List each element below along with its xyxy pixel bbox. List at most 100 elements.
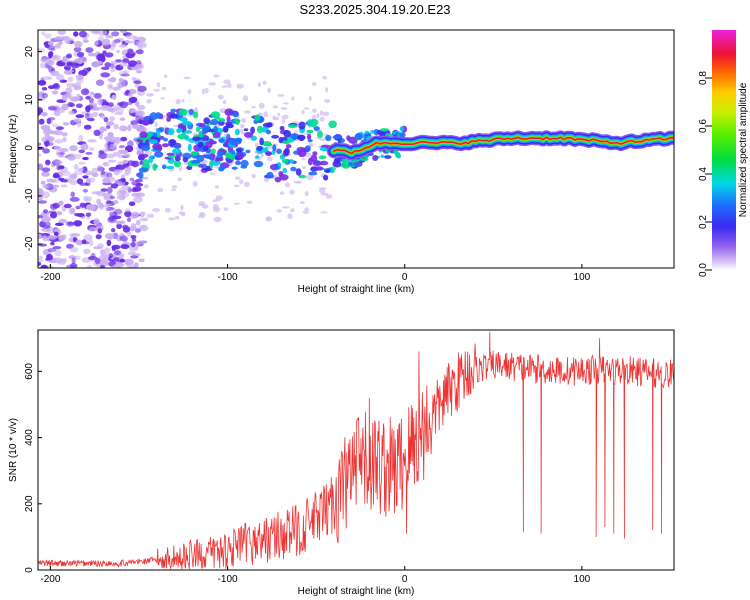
noise-blob	[130, 188, 139, 193]
noise-blob	[135, 49, 144, 55]
spectrogram-xlabel: Height of straight line (km)	[298, 284, 415, 295]
signal-blob	[143, 116, 150, 121]
noise-blob	[135, 178, 143, 183]
noise-blob	[105, 200, 112, 204]
noise-blob	[85, 113, 90, 120]
noise-blob	[58, 234, 66, 241]
signal-blob	[240, 159, 249, 168]
noise-blob	[127, 140, 134, 148]
noise-blob	[141, 42, 147, 48]
signal-blob	[284, 147, 290, 156]
noise-blob	[111, 31, 120, 37]
noise-blob	[131, 77, 137, 82]
noise-blob	[41, 76, 51, 81]
noise-blob	[108, 102, 114, 108]
signal-blob	[236, 148, 243, 153]
noise-blob	[79, 202, 87, 208]
noise-blob	[105, 207, 112, 212]
noise-blob	[86, 216, 91, 220]
noise-blob	[301, 158, 307, 161]
signal-blob	[399, 126, 404, 132]
noise-blob	[106, 239, 112, 247]
noise-blob	[119, 235, 128, 242]
noise-blob	[106, 172, 113, 178]
noise-blob	[56, 61, 66, 67]
noise-blob	[76, 178, 84, 185]
snr-ytick-label: 200	[24, 495, 35, 512]
noise-blob	[73, 170, 84, 176]
noise-blob	[107, 186, 113, 194]
noise-blob	[113, 169, 120, 176]
signal-blob	[140, 144, 151, 152]
signal-blob	[173, 159, 181, 168]
noise-blob	[135, 64, 143, 69]
noise-blob	[71, 174, 78, 179]
noise-blob	[223, 207, 228, 211]
signal-blob	[271, 134, 280, 139]
noise-blob	[50, 203, 58, 210]
spectrogram-heatmap	[38, 30, 674, 268]
noise-blob	[101, 101, 110, 107]
signal-blob	[152, 163, 157, 171]
signal-blob	[210, 111, 221, 119]
signal-blob	[181, 120, 192, 126]
noise-blob	[95, 54, 106, 61]
signal-blob	[210, 148, 216, 154]
noise-blob	[302, 210, 310, 214]
noise-blob	[105, 153, 115, 159]
noise-blob	[53, 145, 62, 150]
noise-blob	[50, 70, 60, 77]
noise-blob	[82, 175, 89, 179]
noise-blob	[50, 241, 55, 246]
signal-blob	[298, 121, 306, 130]
noise-blob	[87, 52, 97, 57]
signal-blob	[167, 128, 175, 136]
noise-blob	[85, 212, 92, 217]
signal-blob	[168, 139, 177, 147]
noise-blob	[83, 124, 92, 130]
noise-blob	[100, 72, 111, 78]
noise-blob	[125, 208, 131, 213]
noise-blob	[44, 132, 50, 140]
snr-xtick-label: 100	[574, 574, 591, 585]
noise-blob	[51, 55, 58, 59]
noise-blob	[160, 97, 165, 100]
noise-blob	[62, 94, 68, 101]
noise-blob	[322, 76, 328, 80]
noise-blob	[58, 165, 65, 170]
signal-blob	[190, 151, 199, 156]
noise-blob	[110, 68, 116, 73]
noise-blob	[41, 31, 46, 36]
signal-blob	[218, 118, 226, 123]
noise-blob	[291, 96, 295, 101]
signal-blob	[230, 150, 236, 155]
noise-blob	[50, 211, 57, 219]
noise-blob	[175, 98, 181, 105]
noise-blob	[113, 200, 119, 205]
noise-blob	[96, 61, 103, 65]
signal-blob	[256, 146, 263, 151]
noise-blob	[108, 253, 113, 259]
noise-blob	[86, 264, 93, 268]
signal-blob	[265, 143, 273, 147]
signal-blob	[276, 148, 282, 154]
signal-blob	[354, 132, 363, 141]
noise-blob	[87, 139, 97, 143]
noise-blob	[97, 98, 103, 106]
noise-blob	[228, 83, 232, 89]
signal-blob	[359, 157, 369, 162]
noise-blob	[70, 191, 75, 198]
noise-blob	[76, 93, 81, 100]
signal-blob	[161, 143, 170, 148]
noise-blob	[128, 108, 137, 114]
noise-blob	[242, 95, 249, 102]
noise-blob	[128, 201, 136, 206]
noise-blob	[210, 172, 216, 175]
colorbar-gradient	[712, 30, 736, 270]
noise-blob	[124, 210, 132, 218]
signal-blob	[226, 115, 231, 123]
signal-blob	[254, 114, 261, 122]
noise-blob	[124, 258, 134, 266]
noise-blob	[69, 145, 78, 152]
